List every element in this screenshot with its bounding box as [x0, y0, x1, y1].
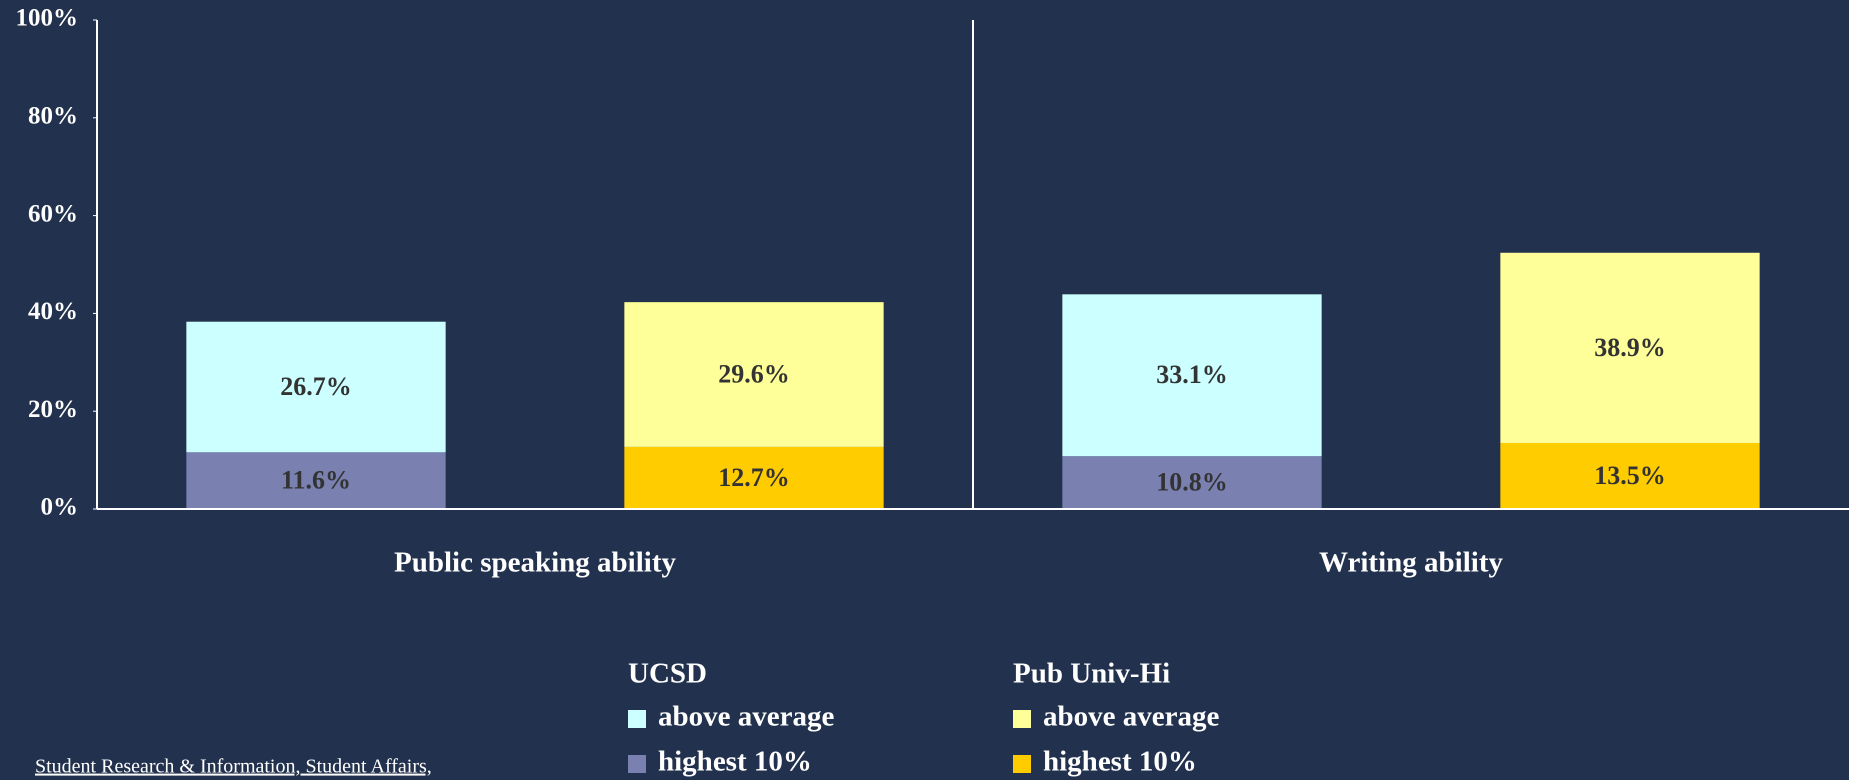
legend-title: Pub Univ-Hi	[1013, 658, 1170, 690]
y-tick-label: 40%	[28, 298, 78, 325]
value-label: 13.5%	[1594, 461, 1666, 490]
bar-segment	[186, 452, 446, 509]
legend-label: above average	[658, 701, 834, 733]
category-label: Public speaking ability	[394, 547, 677, 579]
y-tick-label: 80%	[28, 103, 78, 130]
legend-label: highest 10%	[1043, 746, 1197, 778]
legend-label: above average	[1043, 701, 1219, 733]
y-tick-label: 20%	[28, 396, 78, 423]
bar-segment	[186, 321, 446, 453]
legend-swatch	[1013, 710, 1031, 728]
legend-swatch	[628, 710, 646, 728]
bar-segment	[1500, 252, 1760, 443]
bar-segment	[1500, 442, 1760, 509]
category-label: Writing ability	[1319, 547, 1503, 579]
value-label: 26.7%	[280, 372, 352, 401]
value-label: 29.6%	[718, 359, 790, 388]
bar-segment	[1062, 456, 1322, 509]
value-label: 33.1%	[1156, 360, 1228, 389]
bar-segment	[624, 302, 884, 447]
value-label: 11.6%	[281, 466, 351, 495]
legend-swatch	[1013, 755, 1031, 773]
y-tick-label: 100%	[16, 5, 79, 32]
y-tick-label: 60%	[28, 200, 78, 227]
bar-segment	[1062, 294, 1322, 457]
legend-label: highest 10%	[658, 746, 812, 778]
source-note: Student Research & Information, Student …	[35, 756, 432, 778]
value-label: 38.9%	[1594, 333, 1666, 362]
legend-title: UCSD	[628, 658, 707, 690]
bar-segment	[624, 446, 884, 509]
y-tick-label: 0%	[41, 494, 79, 521]
value-label: 10.8%	[1156, 468, 1228, 497]
legend-swatch	[628, 755, 646, 773]
value-label: 12.7%	[718, 463, 790, 492]
